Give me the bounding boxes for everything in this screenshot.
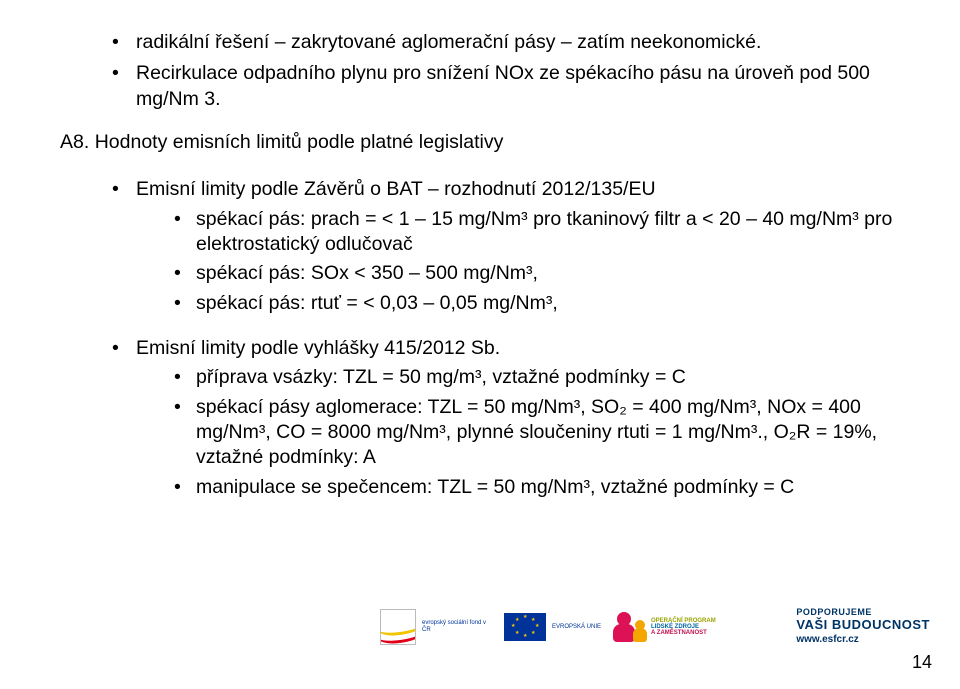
support-line1: PODPORUJEME [796, 607, 930, 617]
intro-bullet-list: radikální řešení – zakrytované aglomerač… [60, 30, 900, 112]
list-item: Emisní limity podle vyhlášky 415/2012 Sb… [112, 336, 900, 500]
op-label: OPERAČNÍ PROGRAM LIDSKÉ ZDROJE A ZAMĚSTN… [651, 618, 716, 637]
list-item: spékací pás: SOx < 350 – 500 mg/Nm³, [174, 261, 900, 286]
section-heading: A8. Hodnoty emisních limitů podle platné… [60, 130, 900, 155]
esf-icon [380, 609, 416, 645]
list-item: příprava vsázky: TZL = 50 mg/m³, vztažné… [174, 365, 900, 390]
group-title: Emisní limity podle Závěrů o BAT – rozho… [136, 178, 656, 200]
group-title: Emisní limity podle vyhlášky 415/2012 Sb… [136, 337, 500, 359]
list-item: spékací pásy aglomerace: TZL = 50 mg/Nm³… [174, 395, 900, 471]
list-item: manipulace se spečencem: TZL = 50 mg/Nm³… [174, 475, 900, 500]
sublist: spékací pás: prach = < 1 – 15 mg/Nm³ pro… [136, 207, 900, 316]
list-item: spékací pás: prach = < 1 – 15 mg/Nm³ pro… [174, 207, 900, 258]
limits-group-2: Emisní limity podle vyhlášky 415/2012 Sb… [60, 336, 900, 500]
eu-label: EVROPSKÁ UNIE [552, 624, 601, 631]
esf-label: evropský sociální fond v ČR [422, 620, 494, 633]
page-number: 14 [912, 652, 932, 673]
op-people-icon [611, 610, 645, 644]
op-logo: OPERAČNÍ PROGRAM LIDSKÉ ZDROJE A ZAMĚSTN… [611, 610, 716, 644]
eu-flag-icon: ★ ★ ★ ★ ★ ★ ★ ★ [504, 613, 546, 641]
list-item: Recirkulace odpadního plynu pro snížení … [112, 61, 900, 112]
limits-group-1: Emisní limity podle Závěrů o BAT – rozho… [60, 177, 900, 316]
section-title-text: Hodnoty emisních limitů podle platné leg… [95, 131, 504, 153]
list-item: spékací pás: rtuť = < 0,03 – 0,05 mg/Nm³… [174, 291, 900, 316]
support-line2: VAŠI BUDOUCNOST [796, 617, 930, 632]
esf-logo: evropský sociální fond v ČR [380, 609, 494, 645]
page: radikální řešení – zakrytované aglomerač… [0, 0, 960, 689]
support-link: www.esfcr.cz [796, 634, 930, 645]
list-item: Emisní limity podle Závěrů o BAT – rozho… [112, 177, 900, 316]
section-code: A8. [60, 131, 89, 153]
sublist: příprava vsázky: TZL = 50 mg/m³, vztažné… [136, 365, 900, 500]
support-block: PODPORUJEME VAŠI BUDOUCNOST www.esfcr.cz [796, 607, 930, 645]
eu-logo: ★ ★ ★ ★ ★ ★ ★ ★ EVROPSKÁ UNIE [504, 613, 601, 641]
list-item: radikální řešení – zakrytované aglomerač… [112, 30, 900, 55]
footer-logos: evropský sociální fond v ČR ★ ★ ★ ★ ★ ★ … [380, 609, 716, 645]
